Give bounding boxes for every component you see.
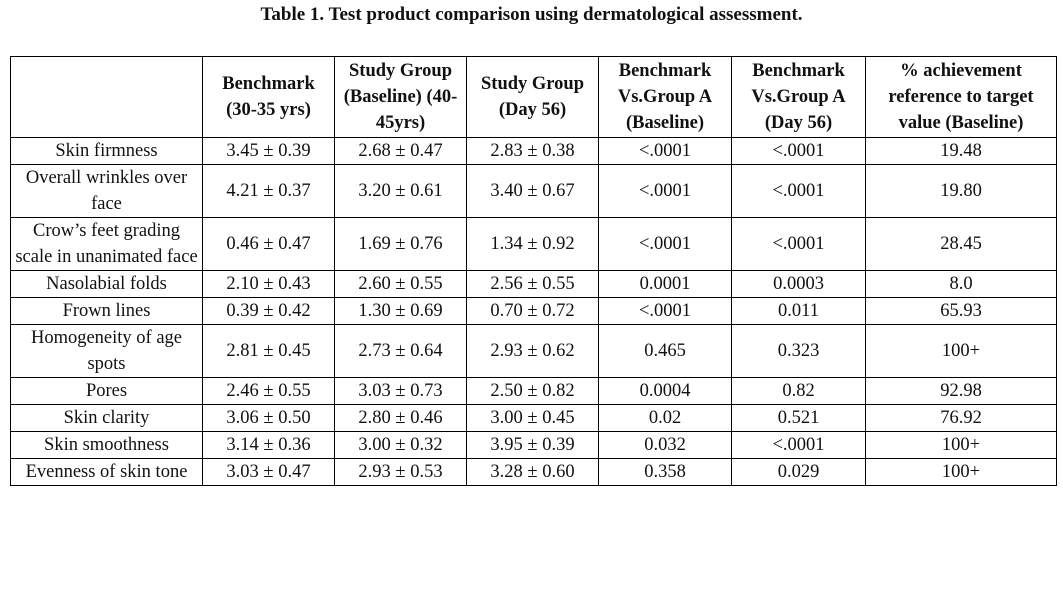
p-day56-cell: 0.323: [731, 324, 866, 378]
baseline-cell: 1.30 ± 0.69: [334, 297, 467, 325]
p-baseline-cell: <.0001: [598, 137, 732, 165]
column-header-study-baseline: Study Group (Baseline) (40-45yrs): [334, 56, 467, 138]
day56-cell: 3.00 ± 0.45: [466, 404, 599, 432]
parameter-cell: Evenness of skin tone: [10, 458, 203, 486]
benchmark-cell: 3.06 ± 0.50: [202, 404, 335, 432]
achievement-cell: 76.92: [865, 404, 1057, 432]
p-day56-cell: <.0001: [731, 164, 866, 218]
parameter-cell: Nasolabial folds: [10, 270, 203, 298]
parameter-cell: Skin smoothness: [10, 431, 203, 459]
column-header-benchmark: Benchmark (30-35 yrs): [202, 56, 335, 138]
day56-cell: 3.95 ± 0.39: [466, 431, 599, 459]
p-day56-cell: 0.82: [731, 377, 866, 405]
day56-cell: 2.83 ± 0.38: [466, 137, 599, 165]
table-row: Evenness of skin tone 3.03 ± 0.47 2.93 ±…: [10, 458, 1057, 486]
achievement-cell: 8.0: [865, 270, 1057, 298]
parameter-cell: Overall wrinkles over face: [10, 164, 203, 218]
column-header-achievement: % achievement reference to target value …: [865, 56, 1057, 138]
benchmark-cell: 0.46 ± 0.47: [202, 217, 335, 271]
achievement-cell: 100+: [865, 324, 1057, 378]
column-header-p-day56: Benchmark Vs.Group A (Day 56): [731, 56, 866, 138]
table-row: Nasolabial folds 2.10 ± 0.43 2.60 ± 0.55…: [10, 270, 1057, 298]
achievement-cell: 65.93: [865, 297, 1057, 325]
table-row: Skin firmness 3.45 ± 0.39 2.68 ± 0.47 2.…: [10, 137, 1057, 165]
p-day56-cell: 0.011: [731, 297, 866, 325]
baseline-cell: 3.20 ± 0.61: [334, 164, 467, 218]
day56-cell: 3.40 ± 0.67: [466, 164, 599, 218]
baseline-cell: 1.69 ± 0.76: [334, 217, 467, 271]
parameter-cell: Skin clarity: [10, 404, 203, 432]
p-day56-cell: 0.0003: [731, 270, 866, 298]
p-baseline-cell: <.0001: [598, 297, 732, 325]
baseline-cell: 2.93 ± 0.53: [334, 458, 467, 486]
achievement-cell: 100+: [865, 458, 1057, 486]
parameter-cell: Skin firmness: [10, 137, 203, 165]
p-day56-cell: 0.029: [731, 458, 866, 486]
p-baseline-cell: 0.032: [598, 431, 732, 459]
parameter-cell: Frown lines: [10, 297, 203, 325]
achievement-cell: 92.98: [865, 377, 1057, 405]
achievement-cell: 28.45: [865, 217, 1057, 271]
column-header-p-baseline: Benchmark Vs.Group A (Baseline): [598, 56, 732, 138]
benchmark-cell: 2.81 ± 0.45: [202, 324, 335, 378]
table-row: Skin smoothness 3.14 ± 0.36 3.00 ± 0.32 …: [10, 431, 1057, 459]
table-row: Crow’s feet grading scale in unanimated …: [10, 217, 1057, 271]
baseline-cell: 2.80 ± 0.46: [334, 404, 467, 432]
p-baseline-cell: 0.02: [598, 404, 732, 432]
column-header-parameter: [10, 56, 203, 138]
baseline-cell: 2.60 ± 0.55: [334, 270, 467, 298]
p-baseline-cell: 0.358: [598, 458, 732, 486]
achievement-cell: 19.48: [865, 137, 1057, 165]
baseline-cell: 2.68 ± 0.47: [334, 137, 467, 165]
achievement-cell: 19.80: [865, 164, 1057, 218]
p-baseline-cell: <.0001: [598, 164, 732, 218]
day56-cell: 3.28 ± 0.60: [466, 458, 599, 486]
table-caption: Table 1. Test product comparison using d…: [260, 4, 803, 25]
p-baseline-cell: <.0001: [598, 217, 732, 271]
baseline-cell: 2.73 ± 0.64: [334, 324, 467, 378]
table-row: Homogeneity of age spots 2.81 ± 0.45 2.7…: [10, 324, 1057, 378]
benchmark-cell: 3.14 ± 0.36: [202, 431, 335, 459]
benchmark-cell: 0.39 ± 0.42: [202, 297, 335, 325]
day56-cell: 0.70 ± 0.72: [466, 297, 599, 325]
day56-cell: 2.56 ± 0.55: [466, 270, 599, 298]
day56-cell: 1.34 ± 0.92: [466, 217, 599, 271]
parameter-cell: Pores: [10, 377, 203, 405]
table-row: Pores 2.46 ± 0.55 3.03 ± 0.73 2.50 ± 0.8…: [10, 377, 1057, 405]
p-baseline-cell: 0.0001: [598, 270, 732, 298]
day56-cell: 2.50 ± 0.82: [466, 377, 599, 405]
benchmark-cell: 3.45 ± 0.39: [202, 137, 335, 165]
benchmark-cell: 3.03 ± 0.47: [202, 458, 335, 486]
baseline-cell: 3.03 ± 0.73: [334, 377, 467, 405]
parameter-cell: Homogeneity of age spots: [10, 324, 203, 378]
header-row: Benchmark (30-35 yrs) Study Group (Basel…: [10, 56, 1057, 138]
baseline-cell: 3.00 ± 0.32: [334, 431, 467, 459]
assessment-table: Benchmark (30-35 yrs) Study Group (Basel…: [10, 56, 1057, 486]
p-baseline-cell: 0.0004: [598, 377, 732, 405]
column-header-study-day56: Study Group (Day 56): [466, 56, 599, 138]
benchmark-cell: 2.46 ± 0.55: [202, 377, 335, 405]
p-day56-cell: <.0001: [731, 137, 866, 165]
table-row: Skin clarity 3.06 ± 0.50 2.80 ± 0.46 3.0…: [10, 404, 1057, 432]
p-day56-cell: 0.521: [731, 404, 866, 432]
parameter-cell: Crow’s feet grading scale in unanimated …: [10, 217, 203, 271]
p-day56-cell: <.0001: [731, 217, 866, 271]
benchmark-cell: 4.21 ± 0.37: [202, 164, 335, 218]
table-row: Frown lines 0.39 ± 0.42 1.30 ± 0.69 0.70…: [10, 297, 1057, 325]
p-baseline-cell: 0.465: [598, 324, 732, 378]
benchmark-cell: 2.10 ± 0.43: [202, 270, 335, 298]
p-day56-cell: <.0001: [731, 431, 866, 459]
table-row: Overall wrinkles over face 4.21 ± 0.37 3…: [10, 164, 1057, 218]
day56-cell: 2.93 ± 0.62: [466, 324, 599, 378]
achievement-cell: 100+: [865, 431, 1057, 459]
